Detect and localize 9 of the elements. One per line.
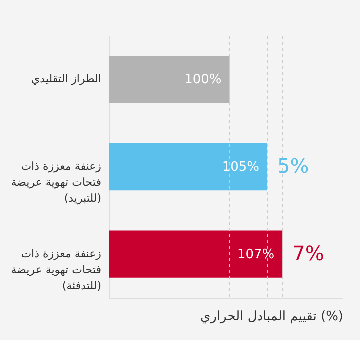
y-tick-label: زعنفة معززة ذات فتحات تهوية عريضة (للتدفئة) [11,247,102,292]
data-label: 100% [184,72,222,88]
data-label: 107% [237,247,275,262]
annotation: 7% [292,241,324,266]
y-tick-label: الطراز التقليدي [31,72,102,86]
annotation: 5% [278,154,310,178]
data-label: 105% [222,160,260,175]
x-axis-title: تقييم المبادل الحراري (%) [200,310,344,324]
y-tick-label: زعنفة معززة ذات فتحات تهوية عريضة (للتبريد) [11,160,102,205]
